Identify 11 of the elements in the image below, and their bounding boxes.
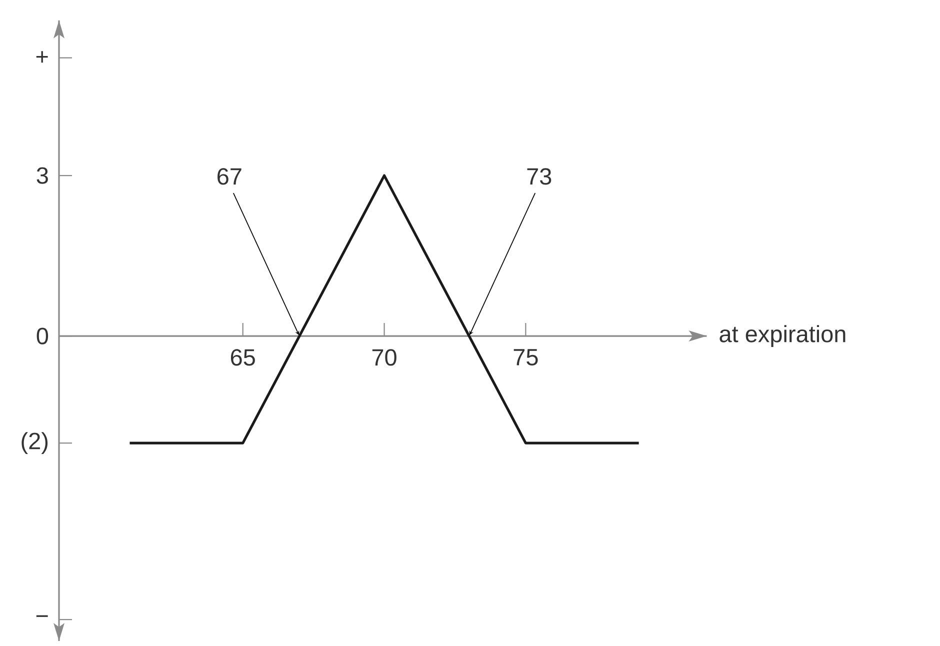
x-tick-label: 75	[514, 349, 538, 366]
x-tick-label: 65	[230, 349, 255, 366]
annotation: 67	[218, 168, 242, 185]
annotation: 73	[527, 168, 552, 185]
y-tick-label: (2)	[22, 432, 48, 454]
y-tick-label: +	[36, 51, 48, 63]
y-tick-label: −	[36, 615, 48, 617]
x-axis-title: at expiration	[720, 325, 846, 347]
y-tick-label: 0	[36, 328, 48, 344]
x-tick-label: 70	[372, 349, 396, 366]
y-tick-label: 3	[36, 167, 48, 184]
